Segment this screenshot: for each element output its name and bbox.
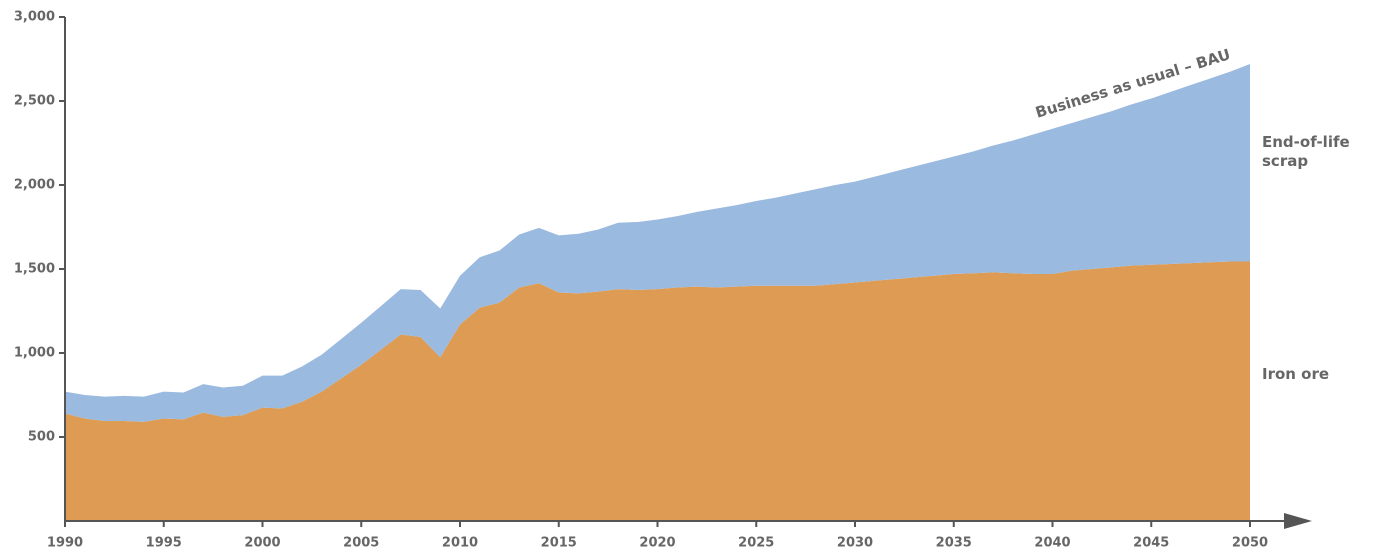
series-label: Iron ore — [1262, 365, 1330, 383]
x-tick-label: 2015 — [541, 536, 577, 550]
x-tick-label: 2040 — [1034, 536, 1070, 550]
x-tick-label: 2045 — [1133, 536, 1169, 550]
x-tick-label: 2050 — [1232, 536, 1268, 550]
x-tick-label: 2005 — [343, 536, 379, 550]
x-tick-label: 2020 — [639, 536, 675, 550]
y-tick-label: 1,500 — [14, 262, 55, 277]
axis-arrow — [1284, 513, 1312, 529]
y-tick-label: 2,500 — [14, 94, 55, 109]
x-tick-label: 2030 — [837, 536, 873, 550]
y-tick-label: 1,000 — [14, 346, 55, 361]
y-tick-label: 500 — [28, 430, 55, 445]
x-tick-label: 2025 — [738, 536, 774, 550]
series-label: End-of-life scrap — [1262, 133, 1350, 170]
x-tick-label: 1995 — [146, 536, 182, 550]
y-tick-label: 2,000 — [14, 178, 55, 193]
area — [65, 261, 1250, 521]
x-tick-label: 1990 — [47, 536, 83, 550]
x-tick-label: 2000 — [244, 536, 280, 550]
x-tick-label: 2010 — [442, 536, 478, 550]
y-tick-label: 3,000 — [14, 10, 55, 25]
x-tick-label: 2035 — [936, 536, 972, 550]
area — [65, 64, 1250, 422]
